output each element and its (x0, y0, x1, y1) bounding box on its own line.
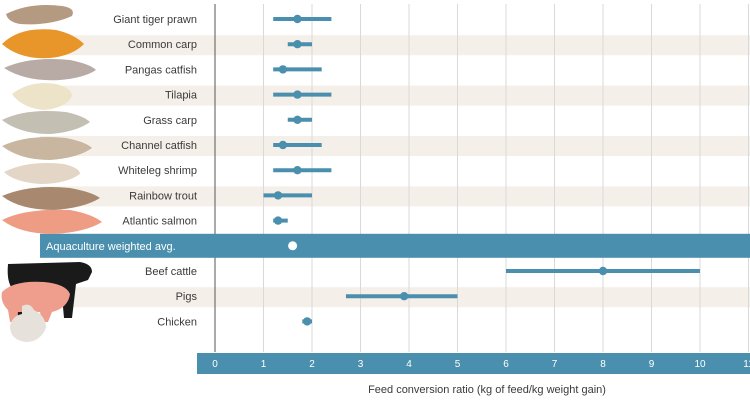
value-point (273, 191, 283, 200)
axis-band (197, 353, 750, 374)
x-tick-label: 4 (406, 359, 412, 370)
category-label: Tilapia (165, 90, 198, 102)
row-stripe (40, 136, 750, 156)
value-point (293, 14, 302, 24)
trout-icon (2, 187, 100, 210)
category-label: Atlantic salmon (122, 216, 197, 228)
row-stripe (40, 35, 750, 56)
x-axis-band: 0 1 2 3 4 5 6 7 8 9 10 11 (197, 353, 750, 374)
value-point (288, 241, 298, 251)
category-label: Channel catfish (121, 140, 197, 152)
shrimp-icon (4, 163, 80, 184)
row-stripes (40, 35, 750, 308)
value-point (273, 216, 283, 225)
category-label: Aquaculture weighted avg. (46, 241, 176, 253)
value-point (293, 40, 302, 49)
x-tick-label: 9 (649, 359, 655, 370)
x-tick-label: 11 (743, 359, 750, 370)
row-stripe (40, 186, 750, 207)
carp-icon (2, 29, 84, 59)
value-point (278, 140, 288, 150)
row-stripe (40, 85, 750, 106)
value-point (302, 317, 312, 326)
catfish-icon (4, 59, 96, 81)
tilapia-icon (12, 83, 72, 110)
x-tick-label: 7 (552, 359, 558, 370)
x-tick-label: 10 (694, 359, 706, 370)
value-point (293, 90, 302, 99)
prawn-icon (6, 5, 73, 25)
x-tick-label: 2 (309, 359, 315, 370)
x-tick-label: 0 (212, 359, 218, 370)
category-label: Chicken (157, 316, 197, 328)
category-label: Giant tiger prawn (113, 14, 197, 26)
value-point (278, 65, 288, 74)
category-label: Pangas catfish (125, 64, 197, 76)
highlight-row (40, 233, 750, 258)
x-tick-label: 1 (261, 359, 267, 370)
chart-marks (263, 14, 700, 326)
grass-carp-icon (2, 111, 90, 134)
x-tick-label: 5 (455, 359, 461, 370)
x-axis-title: Feed conversion ratio (kg of feed/kg wei… (368, 384, 606, 396)
animal-icons (1, 5, 102, 342)
x-tick-label: 3 (358, 359, 364, 370)
category-labels: Giant tiger prawn Common carp Pangas catfi… (46, 14, 198, 328)
channel-catfish-icon (2, 137, 92, 160)
value-point (399, 292, 409, 301)
category-label: Beef cattle (145, 266, 197, 278)
highlight-band (40, 233, 750, 258)
category-label: Rainbow trout (129, 190, 197, 202)
category-label: Pigs (176, 291, 198, 303)
value-point (293, 115, 302, 125)
category-label: Grass carp (143, 115, 197, 127)
x-tick-label: 6 (503, 359, 509, 370)
pig-icon (1, 281, 71, 322)
value-point (293, 166, 302, 175)
category-label: Common carp (128, 39, 197, 51)
category-label: Whiteleg shrimp (118, 165, 197, 177)
gridlines (214, 4, 749, 352)
salmon-icon (2, 209, 102, 234)
x-tick-label: 8 (600, 359, 606, 370)
value-point (598, 266, 608, 276)
chicken-icon (10, 304, 46, 342)
